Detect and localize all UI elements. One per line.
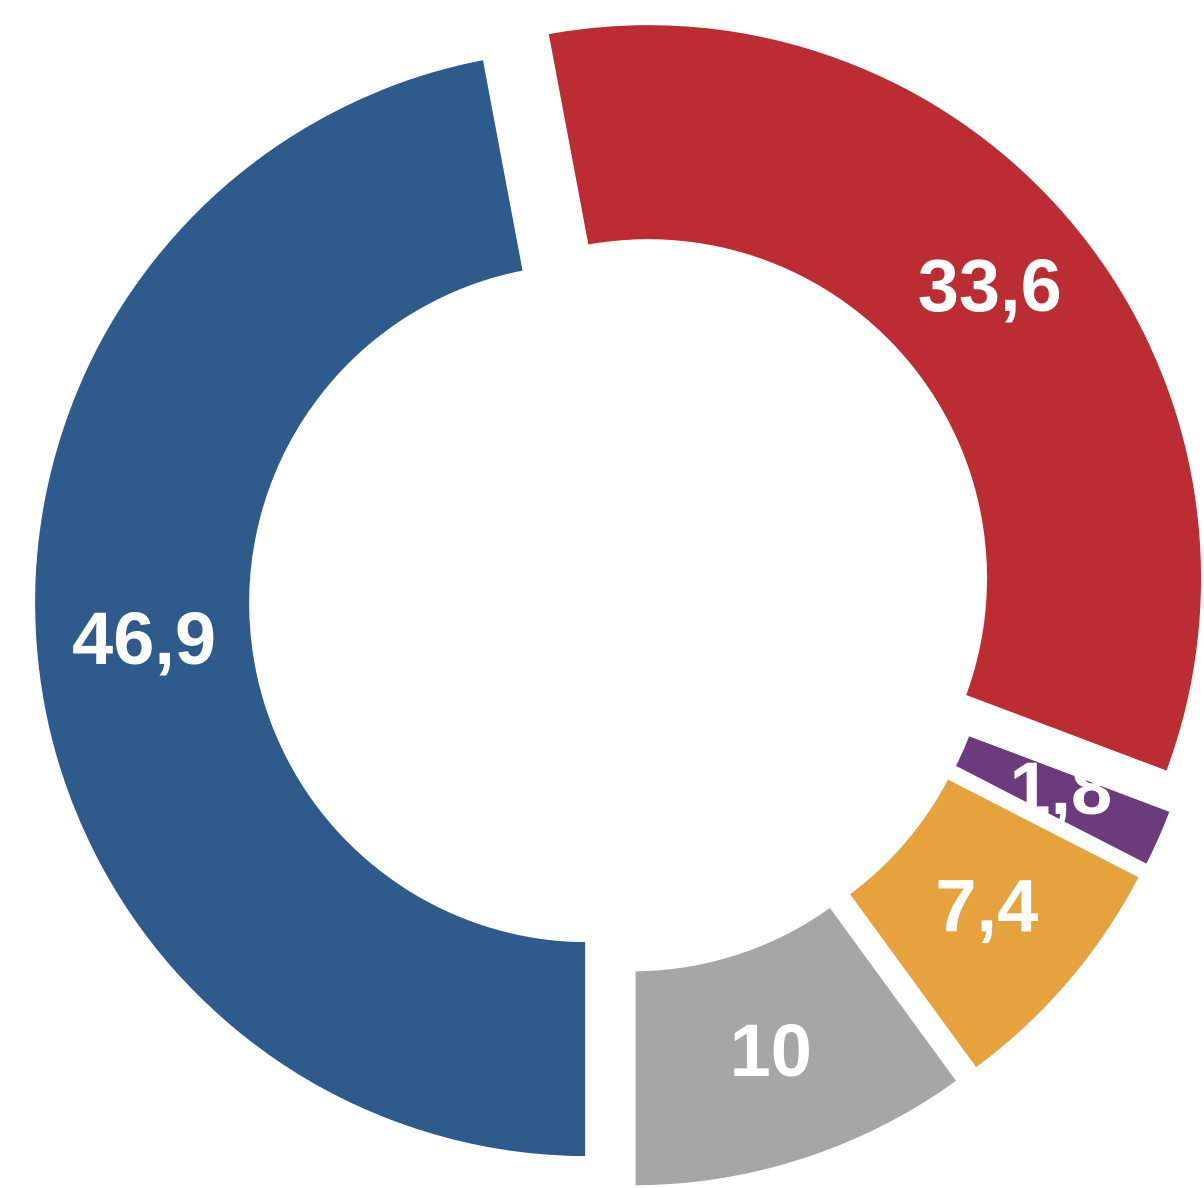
data-label: 33,6 [918, 244, 1062, 327]
donut-slice [947, 728, 1178, 872]
donut-slice [629, 899, 965, 1188]
data-label: 46,9 [72, 597, 216, 680]
donut-slice [841, 771, 1147, 1076]
donut-slice [29, 53, 592, 1163]
donut-slice [541, 19, 1204, 779]
data-label: 7,4 [935, 864, 1038, 947]
data-label: 10 [730, 1009, 812, 1092]
